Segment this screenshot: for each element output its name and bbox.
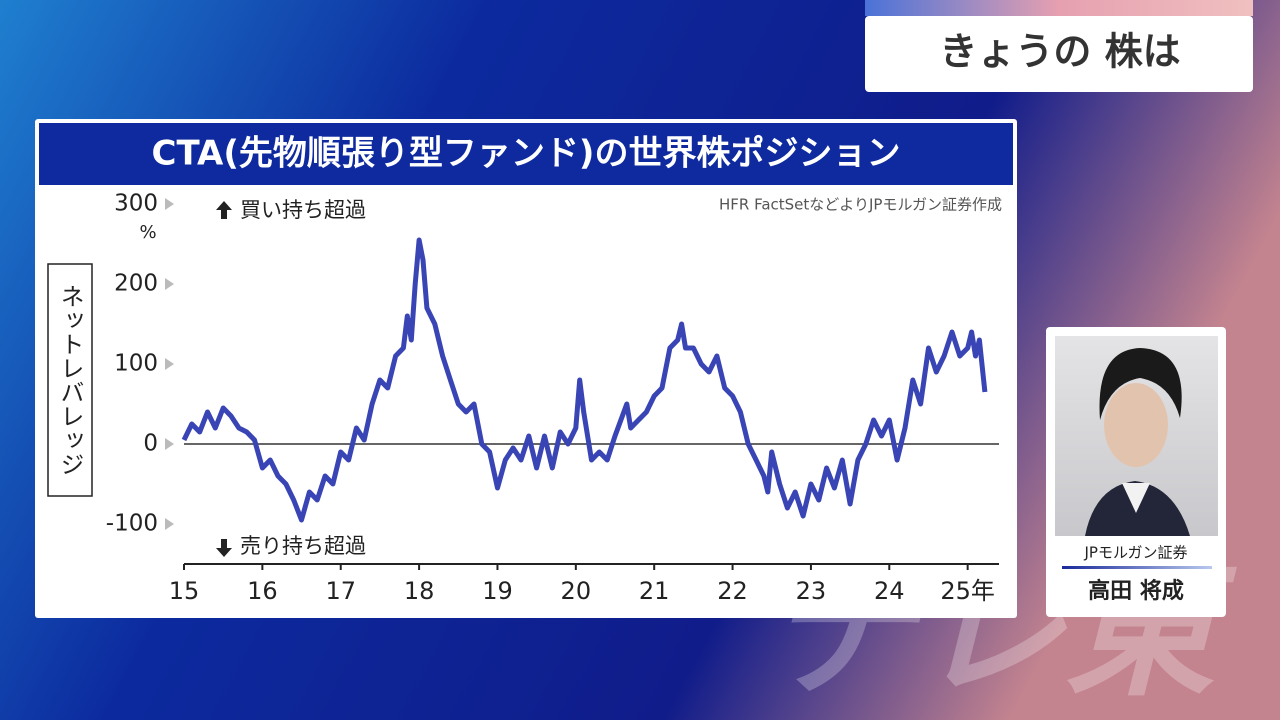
chart-title: CTA(先物順張り型ファンド)の世界株ポジション: [152, 134, 901, 174]
up-arrow: [216, 201, 232, 219]
x-tick-label: 15: [169, 577, 200, 605]
x-tick-label: 25年: [940, 577, 995, 605]
header-title: きょうの 株は: [939, 30, 1180, 74]
y-tick-label: 300: [114, 191, 158, 217]
y-tick-mark: [165, 518, 174, 530]
x-tick-label: 20: [561, 577, 592, 605]
x-tick-label: 24: [874, 577, 905, 605]
header-box: [865, 16, 1253, 92]
y-tick-mark: [165, 358, 174, 370]
y-tick-label: 200: [114, 271, 158, 297]
y-tick-mark: [165, 278, 174, 290]
y-label-box: [47, 263, 93, 497]
down-arrow: [216, 539, 232, 557]
y-unit: %: [139, 222, 156, 243]
x-tick-label: 18: [404, 577, 435, 605]
x-tick-label: 22: [717, 577, 748, 605]
x-tick-label: 21: [639, 577, 670, 605]
y-tick-label: 0: [143, 431, 158, 457]
annotation: 買い持ち超過: [240, 198, 366, 222]
x-tick-label: 17: [325, 577, 356, 605]
x-tick-label: 16: [247, 577, 278, 605]
series-line: [181, 237, 988, 523]
y-axis-label: ネットレバレッジ: [56, 284, 84, 476]
x-tick-label: 19: [482, 577, 513, 605]
header-accent: [865, 0, 1253, 16]
title-bar: [39, 123, 1013, 185]
y-tick-mark: [165, 438, 174, 450]
photo-face: [1104, 383, 1168, 467]
y-tick-label: -100: [106, 511, 158, 537]
chart-panel: [35, 119, 1017, 618]
guest-divider: [1062, 566, 1212, 569]
annotation: 売り持ち超過: [240, 534, 366, 558]
guest-company: JPモルガン証券: [1083, 544, 1187, 562]
x-tick-label: 23: [796, 577, 827, 605]
y-tick-label: 100: [114, 351, 158, 377]
source: HFR FactSetなどよりJPモルガン証券作成: [719, 196, 1002, 214]
y-tick-mark: [165, 198, 174, 210]
guest-name: 高田 将成: [1088, 578, 1184, 604]
photo-shirt: [1122, 483, 1150, 513]
photo-hair: [1099, 348, 1182, 420]
